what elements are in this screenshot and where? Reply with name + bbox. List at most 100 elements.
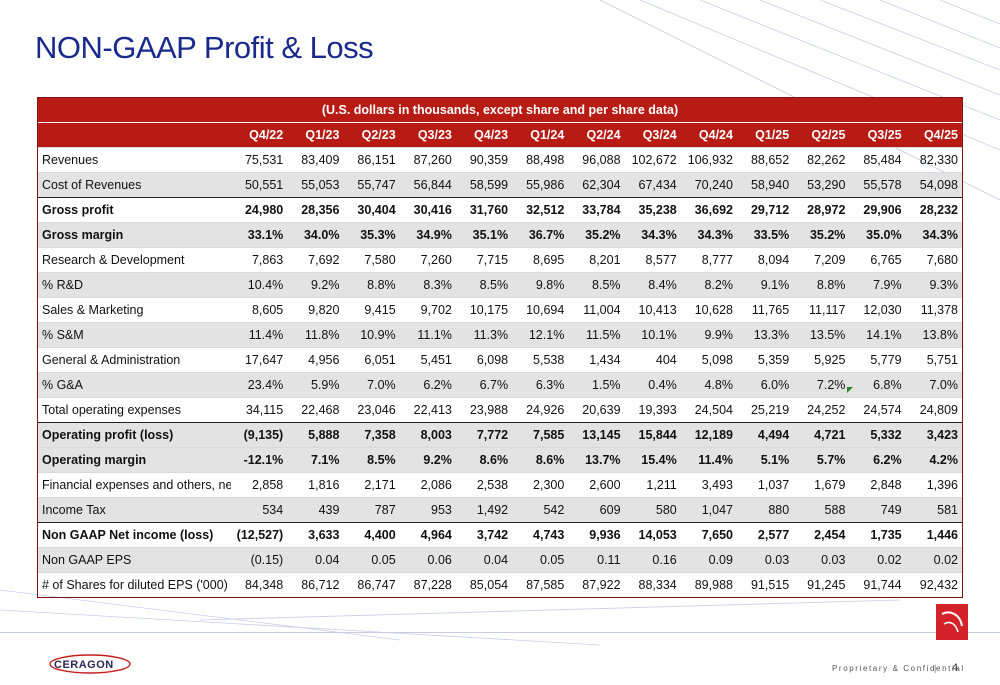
table-cell: 6.7% xyxy=(455,372,513,398)
table-cell: 17,647 xyxy=(231,347,288,373)
table-cell: 8.6% xyxy=(512,447,569,473)
row-label: % R&D xyxy=(38,272,231,298)
header-period: Q4/22 xyxy=(231,122,288,148)
footer-divider xyxy=(0,632,1000,633)
table-cell: 12,030 xyxy=(849,297,906,323)
table-cell: 8.2% xyxy=(680,272,737,298)
row-label: % S&M xyxy=(38,322,231,348)
table-cell: 749 xyxy=(849,497,906,523)
table-cell: 23,988 xyxy=(455,397,513,423)
table-cell: 24,980 xyxy=(231,197,288,223)
table-cell: 13.3% xyxy=(736,322,794,348)
table-cell: 34.3% xyxy=(905,222,962,248)
table-row: Operating margin -12.1% 7.1% 8.5% 9.2% 8.6% 8.… xyxy=(38,447,962,473)
table-cell: 7.9% xyxy=(849,272,906,298)
table-cell: 5,779 xyxy=(849,347,906,373)
table-cell: 6.8% xyxy=(849,372,906,398)
table-row: Total operating expenses 34,115 22,468 23,0… xyxy=(38,397,962,423)
table-cell: 28,972 xyxy=(793,197,850,223)
row-label: Non GAAP Net income (loss) xyxy=(38,522,231,548)
table-cell: 83,409 xyxy=(287,147,344,173)
table-cell: 8,577 xyxy=(624,247,681,273)
table-cell: 880 xyxy=(736,497,794,523)
table-cell: 15.4% xyxy=(624,447,681,473)
table-cell: 0.4% xyxy=(624,372,681,398)
table-cell: 0.09 xyxy=(680,547,737,573)
table-row: Non GAAP EPS (0.15) 0.04 0.05 0.06 0.04 0.05 0.… xyxy=(38,547,962,573)
table-cell: 1,396 xyxy=(905,472,962,498)
table-cell: 58,599 xyxy=(455,172,513,198)
table-cell: 7.0% xyxy=(343,372,400,398)
table-caption: (U.S. dollars in thousands, except share… xyxy=(38,98,962,123)
table-cell: 56,844 xyxy=(399,172,456,198)
table-cell: 5,451 xyxy=(399,347,456,373)
table-cell: 11,378 xyxy=(905,297,962,323)
table-cell: 87,922 xyxy=(568,572,625,597)
table-cell: 24,926 xyxy=(512,397,569,423)
header-period: Q2/25 xyxy=(793,122,850,148)
table-cell: 4.8% xyxy=(680,372,737,398)
header-period: Q1/23 xyxy=(287,122,344,148)
table-cell: 4,721 xyxy=(793,422,850,448)
table-cell: 787 xyxy=(343,497,400,523)
table-cell: 62,304 xyxy=(568,172,625,198)
table-cell: 7,580 xyxy=(343,247,400,273)
row-label: % G&A xyxy=(38,372,231,398)
table-cell: 10.9% xyxy=(343,322,400,348)
table-cell: 8,695 xyxy=(512,247,569,273)
table-cell: 4.2% xyxy=(905,447,962,473)
table-cell: 3,633 xyxy=(287,522,344,548)
table-cell: 88,652 xyxy=(736,147,794,173)
table-cell: 404 xyxy=(624,347,681,373)
table-cell: 13,145 xyxy=(568,422,625,448)
table-cell: 35.0% xyxy=(849,222,906,248)
row-label: Research & Development xyxy=(38,247,231,273)
table-cell: 0.05 xyxy=(512,547,569,573)
logo-text: CERAGON xyxy=(54,659,114,671)
table-cell: 4,964 xyxy=(399,522,456,548)
table-cell: -12.1% xyxy=(231,447,288,473)
table-cell: 7,715 xyxy=(455,247,513,273)
table-cell: 7,692 xyxy=(287,247,344,273)
page-title: NON-GAAP Profit & Loss xyxy=(35,30,374,65)
row-label: # of Shares for diluted EPS ('000) xyxy=(38,572,231,597)
table-cell: 86,747 xyxy=(343,572,400,597)
table-cell: 5.7% xyxy=(793,447,850,473)
table-cell: 5,751 xyxy=(905,347,962,373)
table-cell: 10,694 xyxy=(512,297,569,323)
table-cell: 12.1% xyxy=(512,322,569,348)
header-period: Q4/23 xyxy=(455,122,513,148)
table-cell: 7.2% xyxy=(793,372,850,398)
table-cell: 2,600 xyxy=(568,472,625,498)
pnl-table-container: (U.S. dollars in thousands, except share… xyxy=(37,97,963,598)
table-cell: 82,262 xyxy=(793,147,850,173)
table-cell: 7,209 xyxy=(793,247,850,273)
table-cell: 8,777 xyxy=(680,247,737,273)
table-cell: 0.16 xyxy=(624,547,681,573)
table-cell: 7.1% xyxy=(287,447,344,473)
table-cell: (9,135) xyxy=(231,422,288,448)
table-cell: 581 xyxy=(905,497,962,523)
table-cell: 55,747 xyxy=(343,172,400,198)
table-cell: 88,334 xyxy=(624,572,681,597)
table-cell: 75,531 xyxy=(231,147,288,173)
table-cell: 542 xyxy=(512,497,569,523)
table-cell: 5,925 xyxy=(793,347,850,373)
table-cell: 9.3% xyxy=(905,272,962,298)
table-cell: 96,088 xyxy=(568,147,625,173)
table-cell: 8,003 xyxy=(399,422,456,448)
table-cell: 30,416 xyxy=(399,197,456,223)
table-cell: 28,232 xyxy=(905,197,962,223)
table-cell: 5.1% xyxy=(736,447,794,473)
table-cell: 0.11 xyxy=(568,547,625,573)
table-cell: 3,423 xyxy=(905,422,962,448)
table-row: General & Administration 17,647 4,956 6,051… xyxy=(38,347,962,373)
table-cell: 9,936 xyxy=(568,522,625,548)
table-cell: 8.8% xyxy=(793,272,850,298)
table-cell: 9,415 xyxy=(343,297,400,323)
table-cell: 22,413 xyxy=(399,397,456,423)
table-cell: 7,772 xyxy=(455,422,513,448)
table-cell: 82,330 xyxy=(905,147,962,173)
table-cell: 3,742 xyxy=(455,522,513,548)
table-cell: 14.1% xyxy=(849,322,906,348)
